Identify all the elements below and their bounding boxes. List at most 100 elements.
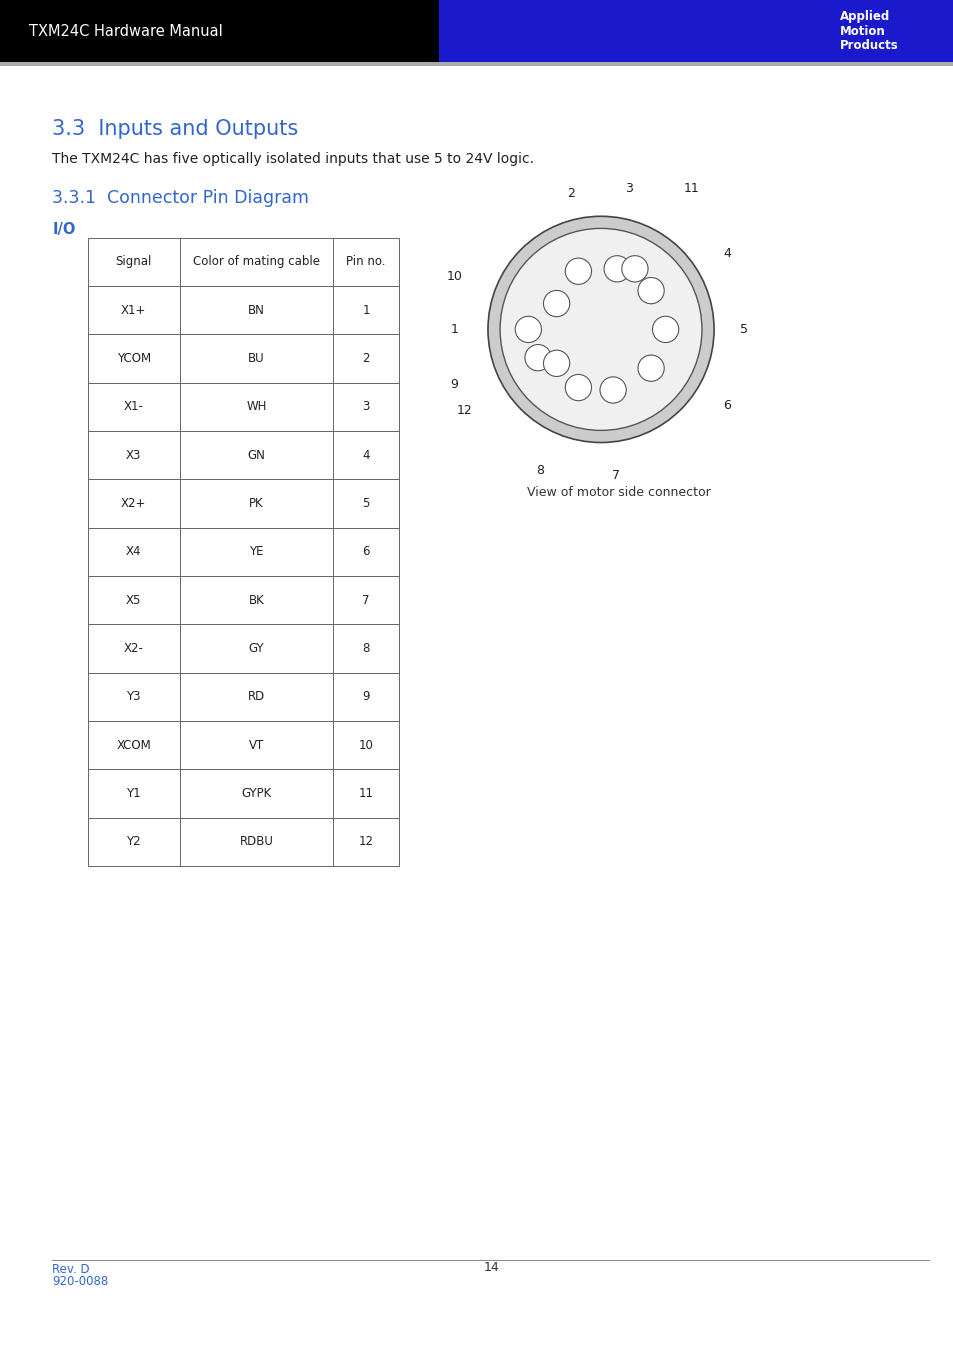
Circle shape	[735, 19, 761, 43]
Bar	[88, 286, 179, 335]
Bar	[333, 238, 398, 286]
Bar	[88, 382, 179, 431]
Text: X4: X4	[126, 545, 141, 558]
Bar	[333, 818, 398, 865]
Bar	[333, 672, 398, 721]
Bar	[88, 721, 179, 770]
Text: XCOM: XCOM	[116, 738, 151, 752]
Text: 12: 12	[456, 404, 472, 417]
Text: RD: RD	[248, 690, 265, 703]
Text: 6: 6	[362, 545, 370, 558]
Bar	[88, 335, 179, 382]
Text: 9: 9	[450, 378, 458, 392]
Ellipse shape	[515, 316, 541, 343]
Text: 3.3.1  Connector Pin Diagram: 3.3.1 Connector Pin Diagram	[52, 189, 309, 208]
Ellipse shape	[543, 350, 569, 377]
Text: Y3: Y3	[127, 690, 141, 703]
Ellipse shape	[565, 258, 591, 285]
Text: 10: 10	[358, 738, 374, 752]
Text: BU: BU	[248, 352, 265, 365]
Bar	[333, 286, 398, 335]
Bar	[179, 382, 333, 431]
Circle shape	[689, 8, 739, 54]
Text: PK: PK	[249, 497, 264, 510]
Text: 4: 4	[722, 247, 730, 261]
Bar	[333, 721, 398, 770]
Bar	[179, 672, 333, 721]
Bar	[88, 576, 179, 624]
Text: X1+: X1+	[121, 304, 146, 316]
Bar	[88, 528, 179, 576]
Text: 9: 9	[362, 690, 370, 703]
Circle shape	[700, 19, 727, 43]
Bar	[333, 382, 398, 431]
Bar	[333, 624, 398, 672]
Text: 7: 7	[362, 594, 370, 606]
Text: 2: 2	[362, 352, 370, 365]
Bar	[333, 479, 398, 528]
Text: 14: 14	[483, 1261, 498, 1273]
Bar	[88, 238, 179, 286]
Text: View of motor side connector: View of motor side connector	[526, 486, 710, 500]
Text: 8: 8	[536, 464, 544, 478]
Bar	[333, 335, 398, 382]
Ellipse shape	[543, 290, 569, 317]
Text: The TXM24C has five optically isolated inputs that use 5 to 24V logic.: The TXM24C has five optically isolated i…	[52, 151, 534, 166]
Bar	[179, 479, 333, 528]
Text: Rev. D: Rev. D	[52, 1264, 90, 1276]
Text: 7: 7	[612, 470, 619, 482]
Text: Color of mating cable: Color of mating cable	[193, 255, 319, 269]
Bar	[88, 769, 179, 818]
Text: 6: 6	[722, 398, 730, 412]
Ellipse shape	[638, 278, 663, 304]
Text: 11: 11	[358, 787, 374, 799]
Ellipse shape	[638, 355, 663, 381]
Text: RDBU: RDBU	[239, 836, 274, 848]
Bar	[333, 769, 398, 818]
Text: Applied
Motion
Products: Applied Motion Products	[839, 9, 898, 53]
Ellipse shape	[524, 344, 551, 371]
Bar	[88, 479, 179, 528]
Text: 8: 8	[362, 641, 370, 655]
Text: X3: X3	[126, 448, 141, 462]
Bar	[179, 238, 333, 286]
Text: 3: 3	[624, 181, 633, 194]
Bar	[333, 576, 398, 624]
Text: 920-0088: 920-0088	[52, 1276, 109, 1288]
Bar	[179, 721, 333, 770]
Text: YE: YE	[249, 545, 263, 558]
Text: WH: WH	[246, 400, 267, 413]
Ellipse shape	[603, 255, 630, 282]
Text: I/O: I/O	[52, 221, 76, 236]
Text: GYPK: GYPK	[241, 787, 272, 799]
Bar	[179, 286, 333, 335]
Circle shape	[723, 8, 773, 54]
Bar	[333, 528, 398, 576]
Text: TXM24C Hardware Manual: TXM24C Hardware Manual	[29, 23, 222, 39]
Text: Pin no.: Pin no.	[346, 255, 386, 269]
Text: BN: BN	[248, 304, 265, 316]
Text: 2: 2	[566, 186, 574, 200]
Text: 10: 10	[446, 270, 462, 284]
Text: 4: 4	[362, 448, 370, 462]
Text: X2-: X2-	[124, 641, 144, 655]
Bar	[179, 431, 333, 479]
Ellipse shape	[499, 228, 701, 431]
Bar	[333, 431, 398, 479]
Ellipse shape	[652, 316, 678, 343]
Ellipse shape	[621, 255, 647, 282]
Text: 3.3  Inputs and Outputs: 3.3 Inputs and Outputs	[52, 119, 298, 139]
Text: X2+: X2+	[121, 497, 146, 510]
Ellipse shape	[599, 377, 625, 404]
Bar	[179, 769, 333, 818]
Text: 5: 5	[362, 497, 370, 510]
Text: 3: 3	[362, 400, 370, 413]
Circle shape	[758, 8, 807, 54]
Text: Y1: Y1	[126, 787, 141, 799]
Text: YCOM: YCOM	[116, 352, 151, 365]
Bar	[88, 672, 179, 721]
Ellipse shape	[488, 216, 713, 443]
Text: 11: 11	[683, 181, 699, 194]
Text: 1: 1	[362, 304, 370, 316]
Ellipse shape	[565, 374, 591, 401]
